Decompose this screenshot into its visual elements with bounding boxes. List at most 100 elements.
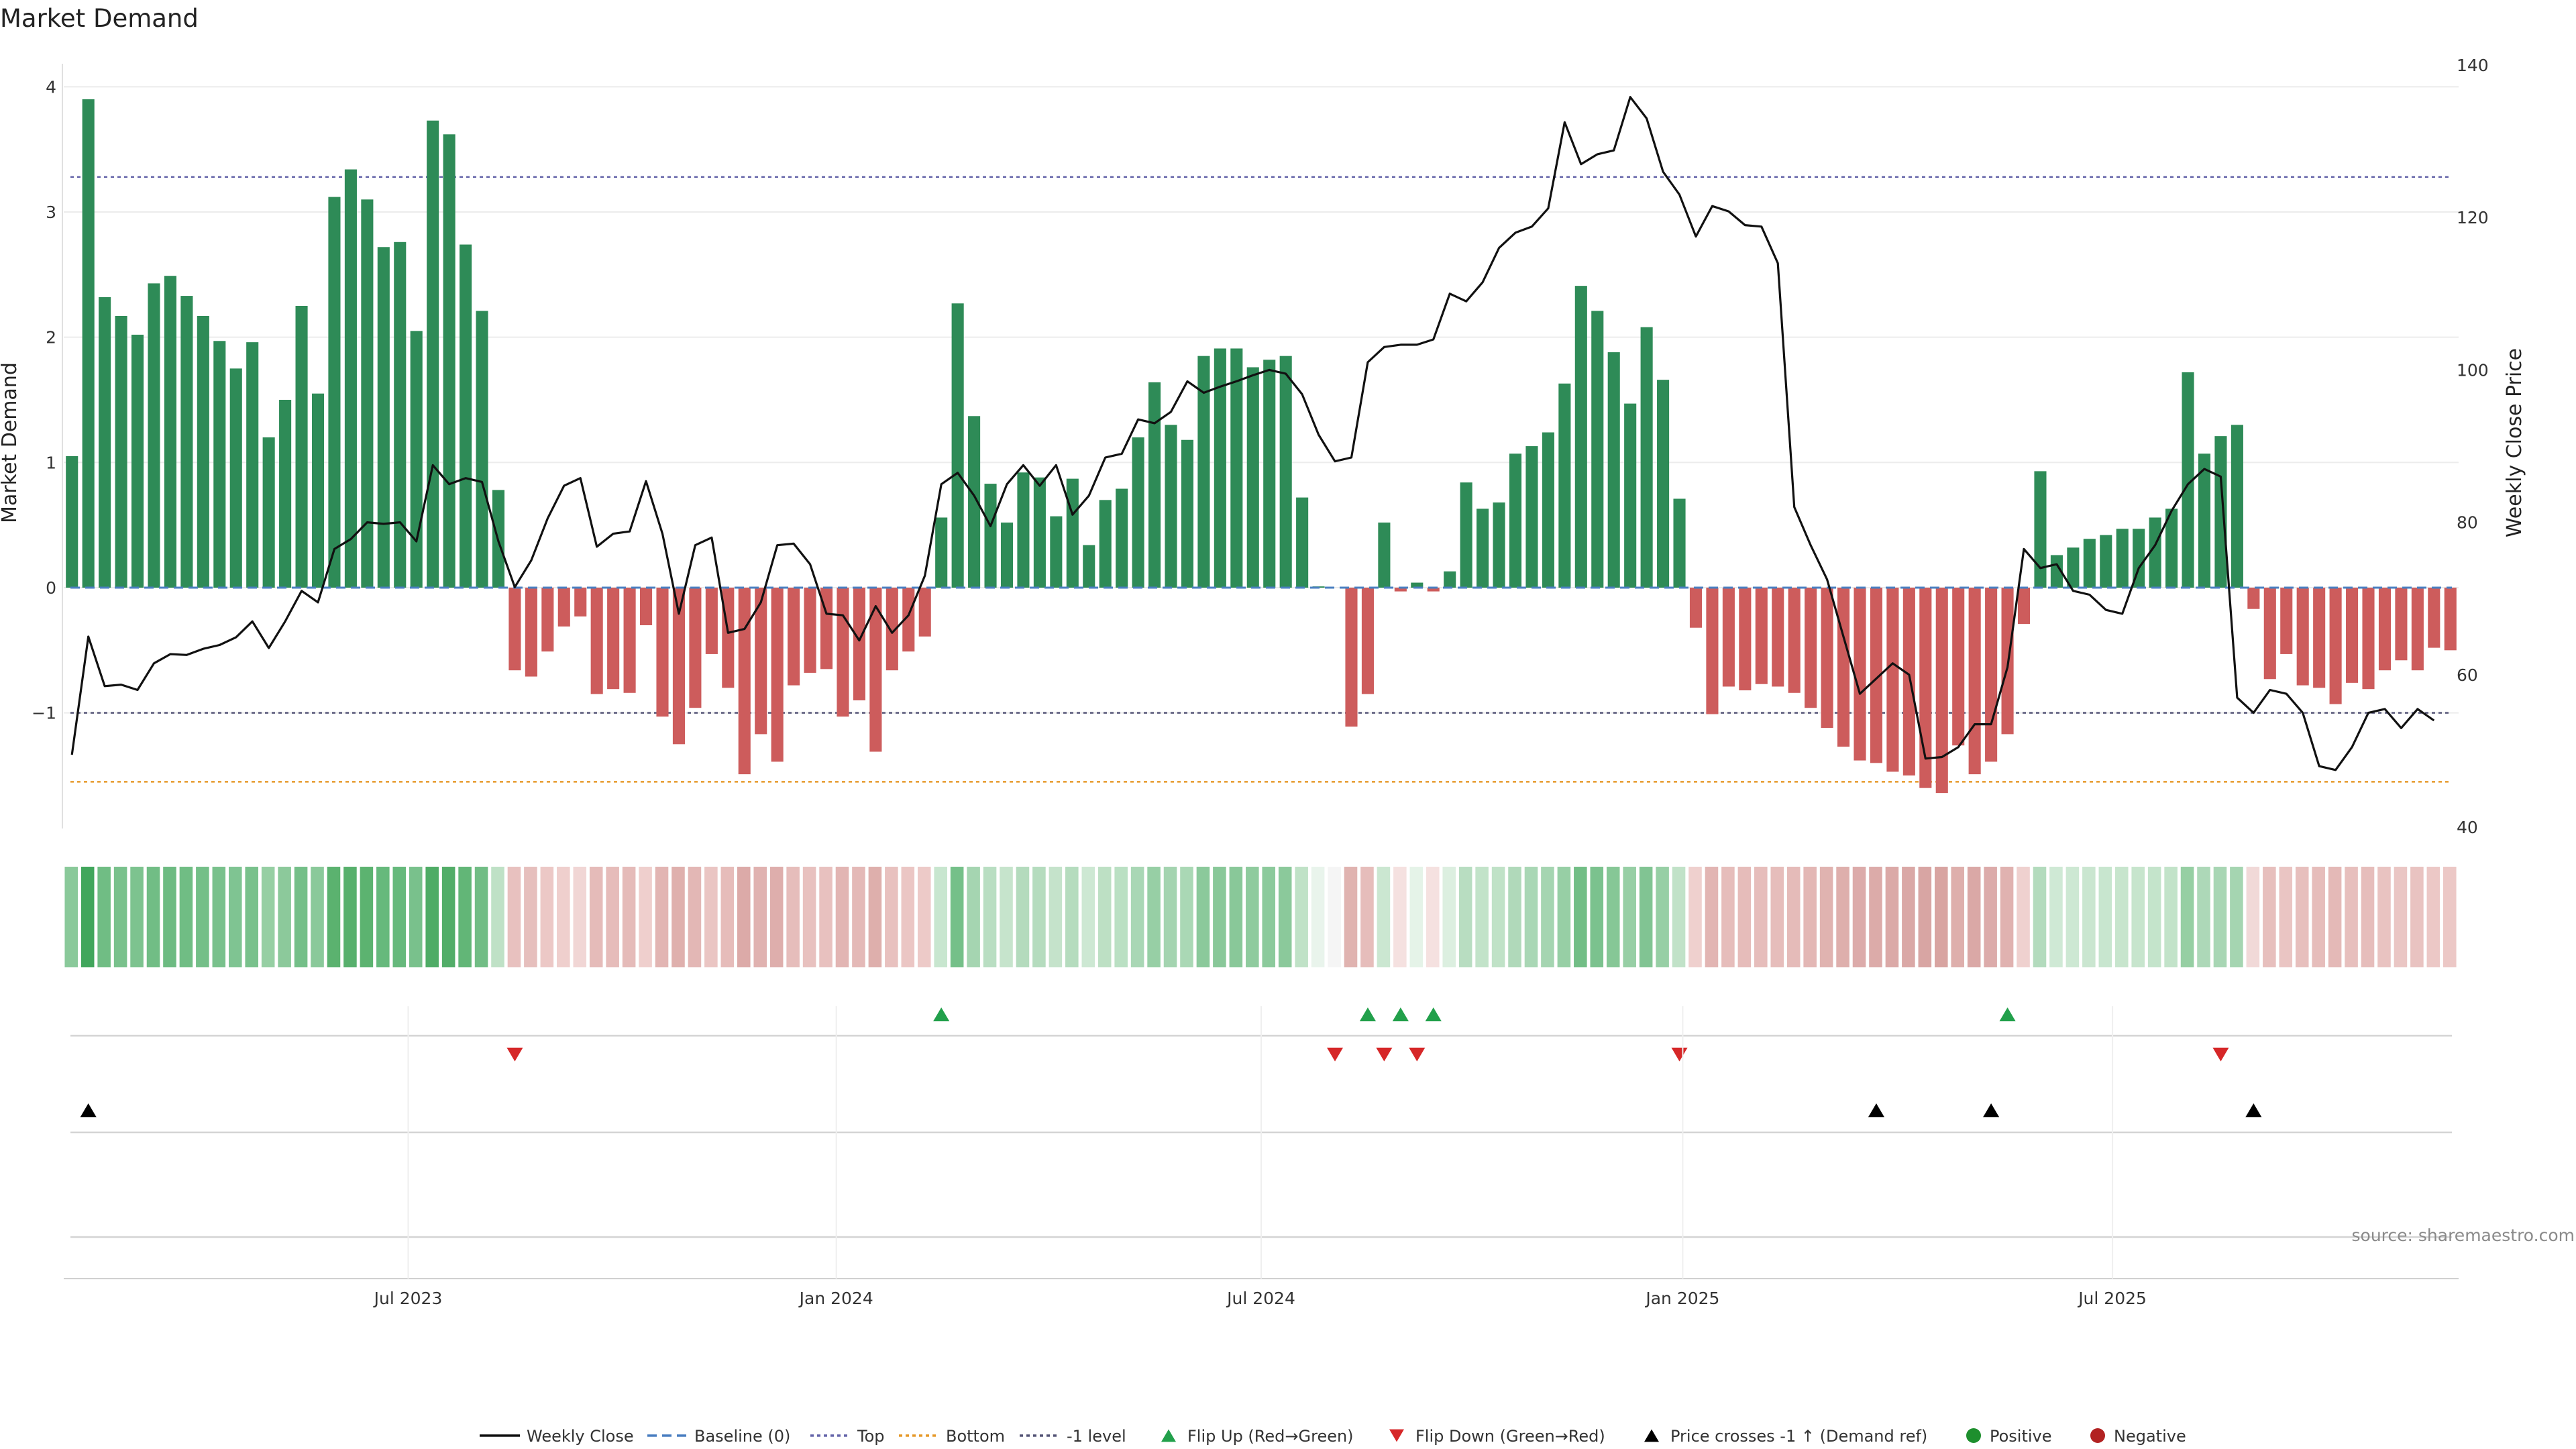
demand-bar [574,588,587,616]
strip-cell [1491,867,1505,967]
demand-bar [1132,437,1144,588]
strip-cell [1328,867,1341,967]
demand-bar [1361,588,1374,694]
demand-bar [1821,588,1833,729]
strip-cell [474,867,488,967]
demand-bar [427,120,439,588]
demand-bar [2034,471,2047,588]
strip-cell [1049,867,1063,967]
demand-bar [984,484,997,588]
strip-cell [1574,867,1587,967]
demand-bar [66,456,78,588]
strip-cell [2443,867,2457,967]
strip-cell [507,867,521,967]
demand-bar [689,588,702,708]
demand-bar [394,241,407,588]
strip-cell [1147,867,1161,967]
y2-tick-label: 80 [2457,513,2478,533]
demand-bar [1279,356,1292,588]
strip-cell [835,867,849,967]
demand-bar [2067,547,2080,588]
demand-bar [1935,588,1948,794]
strip-cell [2328,867,2342,967]
demand-bar [869,588,882,752]
demand-bar [1050,516,1063,588]
strip-cell [1130,867,1144,967]
y2-tick-label: 140 [2457,56,2489,75]
strip-cell [1737,867,1752,967]
y2-tick-label: 40 [2457,818,2478,837]
x-tick-label: Jan 2025 [1644,1289,1719,1308]
demand-bar [361,199,374,588]
y-tick-label: 4 [46,77,56,97]
demand-bar [508,588,521,671]
strip-cell [2246,867,2260,967]
demand-bar [2050,555,2063,588]
y2-tick-label: 100 [2457,360,2489,380]
strip-cell [1869,867,1882,967]
strip-cell [1754,867,1768,967]
strip-cell [967,867,980,967]
strip-cell [2049,867,2063,967]
strip-cell [1557,867,1571,967]
flip-down-marker [2212,1047,2229,1062]
demand-bar [1427,588,1440,592]
strip-cell [1475,867,1489,967]
demand-bar [1099,500,1112,588]
strip-cell [655,867,669,967]
strip-cell [1311,867,1325,967]
demand-bar [1230,348,1243,588]
strip-cell [1705,867,1719,967]
demand-bar [918,588,931,637]
level-lines [70,176,2452,783]
demand-bar [328,197,341,588]
strip-cell [524,867,537,967]
strip-cell [1819,867,1833,967]
strip-cell [1606,867,1620,967]
legend-label: Price crosses -1 ↑ (Demand ref) [1670,1427,1927,1446]
y2-axis-label: Weekly Close Price [2503,348,2526,537]
demand-bar [1952,588,1965,746]
demand-bar [1542,432,1554,588]
demand-bar [2313,588,2326,688]
flip-up-marker [1392,1007,1409,1022]
demand-bar [2231,425,2243,588]
strip-cell [311,867,324,967]
demand-bar [1591,311,1604,588]
strip-cell [1000,867,1013,967]
strip-cell [1984,867,1997,967]
strip-cell [1967,867,1981,967]
demand-bar [1985,588,1998,762]
demand-bar [2296,588,2309,686]
strip-cell [130,867,144,967]
demand-bar [525,588,537,677]
strip-cell [950,867,964,967]
demand-bar [1296,497,1309,588]
strip-cell [80,867,95,967]
strip-cell [1409,867,1424,967]
strip-cell [2263,867,2276,967]
strip-cell [802,867,816,967]
strip-cell [868,867,882,967]
strip-cell [1262,867,1276,967]
strip-cell [1590,867,1604,967]
demand-bar [1378,522,1391,588]
demand-bar [1460,482,1472,588]
demand-bar [1509,453,1522,588]
strip-cell [737,867,751,967]
demand-bar [164,276,176,588]
demand-bar [1968,588,1981,775]
strip-cell [786,867,800,967]
y-tick-label: 3 [46,203,56,222]
weekly-close-line [70,96,2435,771]
legend-label: Baseline (0) [694,1427,790,1446]
strip-cell [2410,867,2424,967]
demand-bar [705,588,718,654]
demand-bar [2165,508,2178,588]
strip-cell [1902,867,1915,967]
strip-cell [769,867,784,967]
strip-cell [1442,867,1456,967]
strip-cell [261,867,275,967]
y-tick-label: 1 [46,453,56,472]
demand-bar [2280,588,2293,654]
